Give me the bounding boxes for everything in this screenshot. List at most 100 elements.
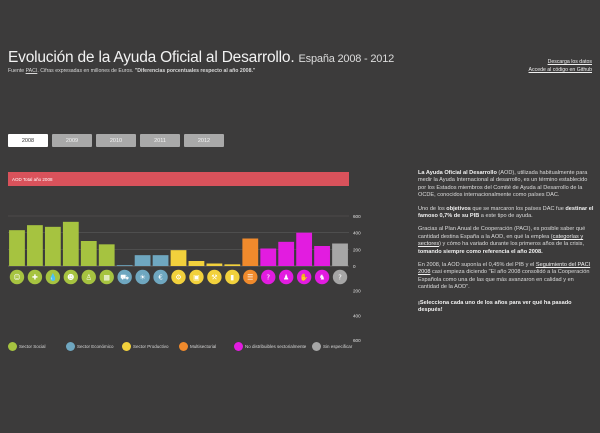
source-note: "Diferencias porcentuales respecto al añ… bbox=[134, 68, 256, 74]
github-link[interactable]: Accede al código en Github bbox=[528, 67, 592, 73]
document-icon: ☰ bbox=[243, 269, 258, 285]
legend-dot bbox=[122, 342, 131, 351]
svg-text:▣: ▣ bbox=[193, 274, 200, 282]
svg-text:✚: ✚ bbox=[32, 274, 38, 282]
svg-text:⛟: ⛟ bbox=[120, 274, 129, 282]
bar[interactable] bbox=[27, 225, 43, 266]
bar[interactable] bbox=[332, 243, 348, 267]
tools-icon: ⚒ bbox=[207, 269, 222, 285]
sidebar-paragraph-4: En 2008, la AOD suponía el 0,45% del PIB… bbox=[418, 262, 591, 291]
legend-label: Sin especificar bbox=[323, 344, 353, 349]
y-tick-label: 200 bbox=[353, 289, 361, 294]
bar[interactable] bbox=[170, 250, 187, 266]
tractor-icon: ⚙ bbox=[171, 269, 186, 285]
svg-text:?: ? bbox=[338, 274, 342, 282]
bar[interactable] bbox=[278, 241, 295, 266]
legend-label: Multisectorial bbox=[190, 344, 217, 349]
source-prefix: Fuente bbox=[8, 68, 25, 74]
y-tick-label: 400 bbox=[353, 231, 361, 236]
sidebar-paragraph-2: Uno de los objetivos que se marcaron los… bbox=[418, 205, 594, 220]
svg-text:♙: ♙ bbox=[86, 274, 92, 282]
year-button-2008[interactable]: 2008 bbox=[8, 134, 48, 147]
top-links: Descarga los datos Accede al código en G… bbox=[529, 58, 592, 74]
bar[interactable] bbox=[152, 255, 169, 266]
bar[interactable] bbox=[260, 248, 277, 267]
child-icon: ☺ bbox=[9, 269, 25, 285]
page-title: Evolución de la Ayuda Oficial al Desarro… bbox=[8, 49, 394, 67]
legend-label: Sector Económico bbox=[77, 344, 114, 349]
select-year-prompt: ¡Selecciona cada uno de los años para ve… bbox=[418, 299, 572, 314]
question-icon: ? bbox=[332, 269, 348, 285]
legend-item-economico[interactable]: Sector Económico bbox=[66, 342, 114, 351]
sidebar-paragraph-1: La Ayuda Oficial al Desarrollo (AOD), ut… bbox=[418, 170, 588, 199]
svg-text:▮: ▮ bbox=[230, 274, 234, 282]
y-tick-label: 200 bbox=[353, 247, 361, 252]
y-tick-label: 600 bbox=[353, 214, 361, 219]
health-icon: ✚ bbox=[27, 269, 43, 285]
bar[interactable] bbox=[188, 261, 205, 266]
svg-text:€: € bbox=[158, 274, 162, 282]
legend-item-social[interactable]: Sector Social bbox=[8, 342, 46, 351]
person-icon: ♙ bbox=[81, 269, 96, 285]
year-button-2010[interactable]: 2010 bbox=[96, 134, 136, 147]
bar[interactable] bbox=[296, 232, 313, 266]
mobile-icon: ▮ bbox=[225, 269, 240, 285]
source-line: Fuente PACI. Cifras expresadas en millon… bbox=[8, 68, 255, 74]
svg-text:♞: ♞ bbox=[319, 274, 325, 282]
svg-text:☀: ☀ bbox=[139, 274, 145, 282]
legend-dot bbox=[179, 342, 188, 351]
year-button-2009[interactable]: 2009 bbox=[52, 134, 92, 147]
bar[interactable] bbox=[206, 263, 223, 267]
paci-2008-link[interactable]: Seguimiento del PACI 2008 bbox=[418, 262, 591, 276]
title-subtitle: España 2008 - 2012 bbox=[298, 53, 395, 65]
source-text: . Cifras expresadas en millones de Euros… bbox=[37, 68, 134, 74]
cow-icon: ♞ bbox=[314, 269, 330, 285]
legend-label: Sector Productivo bbox=[133, 344, 169, 349]
money-icon: € bbox=[153, 269, 168, 285]
truck-icon: ⛟ bbox=[117, 269, 132, 285]
legend-dot bbox=[8, 342, 17, 351]
bar[interactable] bbox=[242, 238, 259, 267]
legend-dot bbox=[312, 342, 321, 351]
year-button-2012[interactable]: 2012 bbox=[184, 134, 224, 147]
bar[interactable] bbox=[44, 226, 61, 266]
svg-text:💧: 💧 bbox=[49, 273, 58, 282]
bar[interactable] bbox=[98, 244, 115, 266]
sidebar-paragraph-3: Gracias al Plan Anual de Cooperación (PA… bbox=[418, 226, 586, 255]
building-icon: ▦ bbox=[99, 269, 114, 285]
title-main: Evolución de la Ayuda Oficial al Desarro… bbox=[8, 49, 295, 66]
categories-link[interactable]: categorías y sectores bbox=[418, 233, 584, 248]
bar[interactable] bbox=[62, 221, 79, 266]
bar[interactable] bbox=[80, 241, 97, 266]
svg-text:✋: ✋ bbox=[300, 273, 309, 282]
bar[interactable] bbox=[224, 264, 241, 266]
bar[interactable] bbox=[116, 265, 133, 266]
bar[interactable] bbox=[314, 246, 330, 266]
y-tick-label: 600 bbox=[353, 338, 361, 343]
bar[interactable] bbox=[134, 255, 151, 266]
y-tick-label: 400 bbox=[353, 313, 361, 318]
legend-dot bbox=[66, 342, 75, 351]
family-icon: ☻ bbox=[63, 269, 79, 285]
svg-text:☺: ☺ bbox=[13, 274, 20, 282]
download-data-link[interactable]: Descarga los datos bbox=[547, 59, 592, 65]
year-button-2011[interactable]: 2011 bbox=[140, 134, 180, 147]
help-icon: ? bbox=[261, 269, 276, 285]
paci-link[interactable]: PACI bbox=[25, 68, 38, 74]
svg-text:?: ? bbox=[266, 274, 270, 282]
y-tick-label: 0 bbox=[353, 264, 356, 269]
svg-text:☻: ☻ bbox=[67, 274, 74, 282]
legend-label: Sector Social bbox=[19, 344, 46, 349]
svg-text:▦: ▦ bbox=[103, 274, 110, 282]
legend-label: No distribuibles sectorialmente bbox=[245, 344, 307, 349]
factory-icon: ▣ bbox=[189, 269, 204, 285]
legend-item-no-distribuibles[interactable]: No distribuibles sectorialmente bbox=[234, 342, 306, 351]
legend-item-productivo[interactable]: Sector Productivo bbox=[122, 342, 169, 351]
refugee-icon: ♟ bbox=[278, 269, 294, 285]
legend-item-multisectorial[interactable]: Multisectorial bbox=[179, 342, 216, 351]
bar[interactable] bbox=[9, 230, 25, 266]
legend-item-sin-especificar[interactable]: Sin especificar bbox=[312, 342, 352, 351]
svg-text:⚒: ⚒ bbox=[211, 274, 217, 282]
svg-text:⚙: ⚙ bbox=[175, 274, 181, 282]
